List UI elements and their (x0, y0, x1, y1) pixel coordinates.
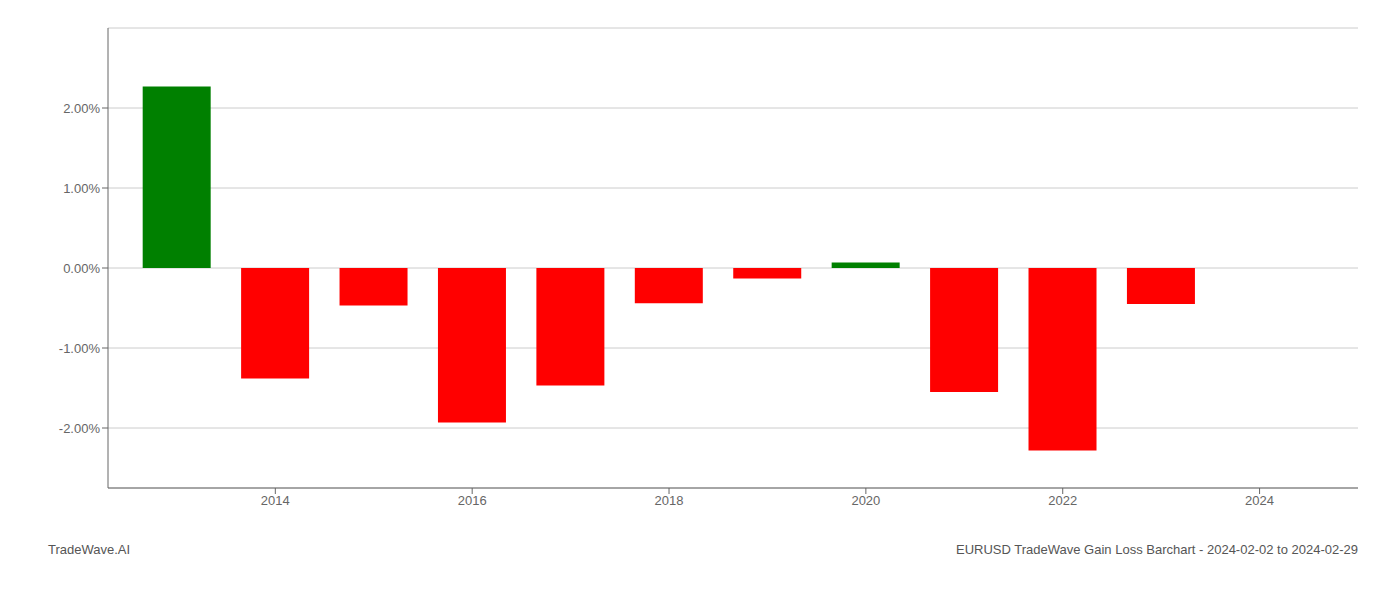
svg-text:2020: 2020 (851, 493, 880, 508)
svg-text:2016: 2016 (458, 493, 487, 508)
html-text:TradeWave.AI: TradeWave.AI (48, 542, 131, 557)
svg-text:0.00%: 0.00% (63, 261, 100, 276)
html-text:EURUSD TradeWave Gain Loss Bar: EURUSD TradeWave Gain Loss Barchart - 20… (956, 542, 1358, 557)
svg-text:2018: 2018 (655, 493, 684, 508)
svg-text:2.00%: 2.00% (63, 101, 100, 116)
svg-text:2022: 2022 (1048, 493, 1077, 508)
svg-text:-2.00%: -2.00% (59, 421, 101, 436)
svg-text:2024: 2024 (1245, 493, 1274, 508)
svg-text:-1.00%: -1.00% (59, 341, 101, 356)
svg-text:1.00%: 1.00% (63, 181, 100, 196)
svg-text:2014: 2014 (261, 493, 290, 508)
